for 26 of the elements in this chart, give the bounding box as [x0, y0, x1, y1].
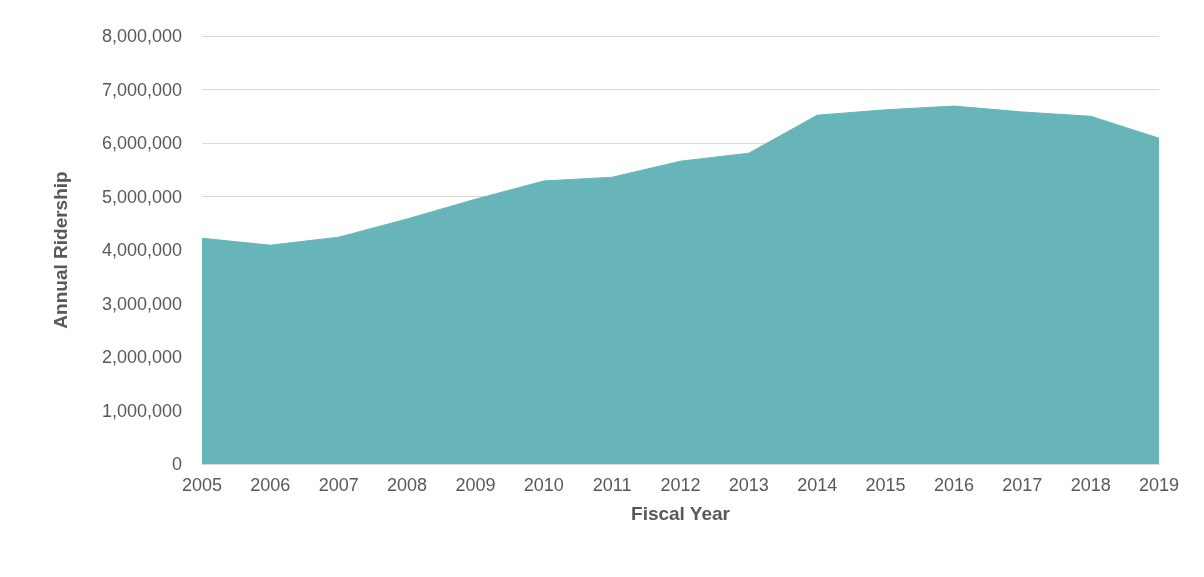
- x-tick-label: 2013: [728, 475, 769, 495]
- x-tick-label: 2008: [387, 475, 428, 495]
- y-tick-label: 8,000,000: [101, 26, 182, 46]
- x-tick-label: 2019: [1138, 475, 1180, 495]
- y-tick-label: 5,000,000: [101, 186, 182, 207]
- x-tick-label: 2015: [865, 475, 906, 495]
- x-tick-label: 2010: [523, 475, 564, 495]
- x-tick-label: 2017: [1002, 475, 1043, 495]
- y-tick-label: 6,000,000: [101, 133, 182, 153]
- y-tick-label: 4,000,000: [101, 240, 182, 260]
- y-tick-label: 2,000,000: [101, 347, 182, 367]
- x-tick-label: 2014: [797, 475, 838, 495]
- x-axis-title: Fiscal Year: [631, 503, 731, 524]
- x-tick-label: 2018: [1070, 475, 1111, 495]
- y-tick-label: 1,000,000: [101, 400, 182, 421]
- x-tick-label: 2011: [592, 475, 632, 495]
- y-tick-label: 0: [171, 454, 182, 474]
- x-tick-label: 2006: [250, 475, 291, 495]
- y-tick-label: 3,000,000: [101, 293, 182, 314]
- x-tick-label: 2007: [318, 475, 359, 495]
- y-tick-label: 7,000,000: [101, 79, 182, 100]
- x-tick-label: 2012: [660, 475, 701, 495]
- x-tick-label: 2016: [933, 475, 974, 495]
- x-tick-label: 2009: [455, 475, 496, 495]
- y-axis-title: Annual Ridership: [50, 171, 71, 329]
- x-tick-label: 2005: [181, 475, 223, 495]
